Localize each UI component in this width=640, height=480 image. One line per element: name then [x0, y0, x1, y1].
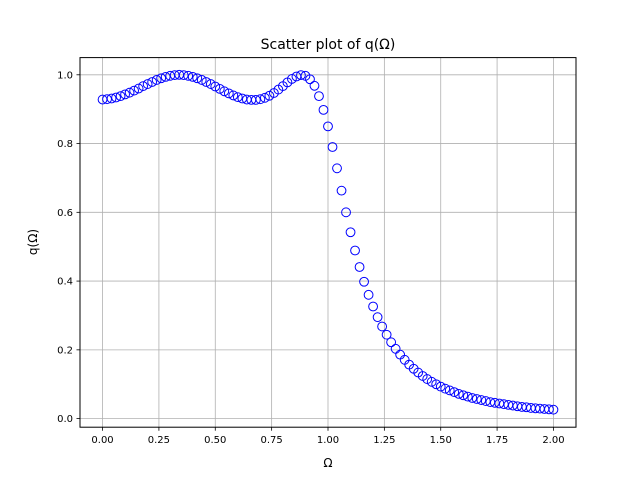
x-tick-label: 1.00 — [317, 435, 339, 446]
data-point — [250, 94, 261, 105]
x-tick-label: 0.25 — [148, 435, 170, 446]
x-tick-label: 0.75 — [261, 435, 283, 446]
x-axis-label: Ω — [323, 456, 332, 470]
data-point — [345, 227, 356, 238]
x-tick-label: 2.00 — [542, 435, 564, 446]
data-point — [341, 207, 351, 218]
y-tick-label: 0.8 — [57, 139, 73, 150]
x-tick-label: 0.50 — [204, 435, 226, 446]
data-point — [377, 321, 388, 332]
data-point — [156, 73, 167, 84]
x-tick-label: 1.75 — [486, 435, 508, 446]
x-tick-label: 0.00 — [91, 435, 113, 446]
data-point — [476, 395, 487, 405]
data-point — [363, 289, 374, 300]
data-point — [201, 77, 212, 87]
data-point — [350, 245, 360, 256]
data-point — [440, 383, 451, 394]
data-point — [471, 394, 482, 404]
data-point — [309, 80, 320, 91]
data-point — [142, 79, 153, 89]
x-axis-ticks: 0.00 0.25 0.50 0.75 1.00 1.25 1.50 1.75 2.00 — [91, 427, 565, 446]
data-point — [287, 74, 297, 84]
data-point — [255, 94, 266, 105]
data-point — [115, 91, 126, 102]
data-point — [431, 379, 442, 390]
chart-title: Scatter plot of q(Ω) — [261, 37, 396, 53]
data-point — [332, 163, 342, 174]
data-point — [178, 70, 189, 81]
data-point — [480, 396, 491, 406]
data-point — [102, 94, 112, 105]
data-point — [205, 79, 216, 89]
data-point — [462, 391, 473, 402]
data-point — [138, 81, 149, 92]
data-point — [544, 404, 554, 415]
data-point — [458, 390, 469, 401]
y-axis-ticks: 0.0 0.2 0.4 0.6 0.8 1.0 — [57, 70, 80, 425]
data-point — [314, 91, 324, 102]
data-point — [548, 404, 559, 415]
data-point — [111, 92, 121, 103]
data-point — [318, 104, 329, 115]
y-tick-label: 0.4 — [57, 277, 73, 288]
y-tick-label: 0.2 — [57, 345, 73, 356]
data-point — [305, 74, 315, 85]
data-point — [133, 83, 144, 94]
x-tick-label: 1.50 — [430, 435, 452, 446]
data-point — [228, 90, 239, 101]
data-point — [296, 70, 306, 81]
data-point — [336, 185, 347, 196]
data-point — [147, 77, 158, 87]
data-points — [97, 69, 559, 415]
data-point — [453, 388, 464, 399]
data-point — [444, 385, 455, 396]
data-point — [354, 262, 365, 272]
data-point — [192, 73, 203, 84]
y-tick-label: 1.0 — [57, 70, 73, 81]
grid — [80, 57, 576, 428]
data-point — [323, 121, 333, 132]
y-axis-label: q(Ω) — [26, 229, 40, 255]
data-point — [426, 376, 437, 387]
data-point — [124, 87, 135, 98]
data-point — [106, 93, 117, 104]
data-point — [381, 329, 392, 340]
data-point — [372, 312, 383, 323]
data-point — [386, 337, 397, 348]
data-point — [327, 142, 338, 152]
data-point — [449, 387, 460, 398]
y-tick-label: 0.6 — [57, 208, 73, 219]
data-point — [467, 393, 478, 403]
data-point — [359, 276, 369, 287]
data-point — [232, 92, 243, 103]
data-point — [160, 71, 171, 82]
data-point — [223, 88, 234, 99]
data-point — [214, 83, 225, 94]
data-point — [183, 70, 194, 81]
data-point — [259, 92, 270, 103]
data-point — [210, 81, 221, 92]
data-point — [219, 86, 230, 97]
data-point — [151, 75, 162, 85]
data-point — [368, 301, 378, 312]
data-point — [129, 85, 140, 96]
data-point — [196, 75, 207, 85]
data-point — [187, 71, 198, 82]
data-point — [120, 89, 130, 100]
y-tick-label: 0.0 — [57, 414, 73, 425]
data-point — [435, 381, 446, 392]
x-tick-label: 1.25 — [373, 435, 395, 446]
